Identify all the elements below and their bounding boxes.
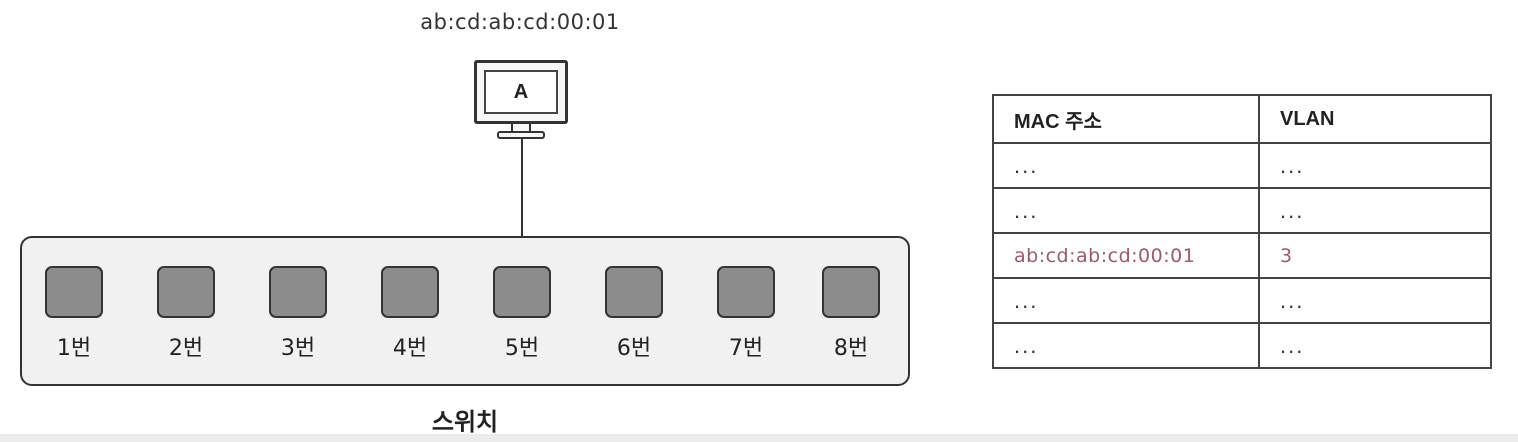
switch-port-1 [45,266,103,318]
host-mac-address: ab:cd:ab:cd:00:01 [420,10,620,34]
vlan-cell: ... [1258,277,1492,324]
port-label-6: 6번 [616,336,652,361]
vlan-cell: 3 [1258,232,1492,279]
network-cable [521,139,523,267]
switch-port-7 [717,266,775,318]
computer-monitor-icon: A [474,60,568,124]
port-label-7: 7번 [728,336,764,361]
mac-cell: ... [992,187,1260,234]
mac-cell: ... [992,277,1260,324]
switch-port-2 [157,266,215,318]
switch-port-4 [381,266,439,318]
host-label: A [484,70,558,114]
port-label-4: 4번 [392,336,428,361]
switch-port-5 [493,266,551,318]
switch-port-3 [269,266,327,318]
port-label-2: 2번 [168,336,204,361]
table-row: ... ... [992,187,1492,234]
monitor-stand-base [497,131,545,139]
mac-cell: ab:cd:ab:cd:00:01 [992,232,1260,279]
port-label-3: 3번 [280,336,316,361]
table-header-row: MAC 주소 VLAN [992,94,1492,144]
table-row-highlighted: ab:cd:ab:cd:00:01 3 [992,232,1492,279]
switch-port-6 [605,266,663,318]
switch-port-8 [822,266,880,318]
port-label-5: 5번 [504,336,540,361]
vlan-cell: ... [1258,187,1492,234]
port-label-1: 1번 [56,336,92,361]
mac-cell: ... [992,142,1260,189]
bottom-strip [0,434,1518,442]
mac-cell: ... [992,322,1260,369]
mac-address-table: MAC 주소 VLAN ... ... ... ... ab:cd:ab:cd:… [992,94,1492,369]
switch-device [20,236,910,386]
switch-label: 스위치 [431,408,499,436]
vlan-cell: ... [1258,142,1492,189]
vlan-cell: ... [1258,322,1492,369]
table-row: ... ... [992,322,1492,369]
column-header-mac: MAC 주소 [992,94,1260,144]
table-row: ... ... [992,142,1492,189]
table-row: ... ... [992,277,1492,324]
port-label-8: 8번 [833,336,869,361]
monitor-stand-neck [511,124,531,132]
column-header-vlan: VLAN [1258,94,1492,144]
